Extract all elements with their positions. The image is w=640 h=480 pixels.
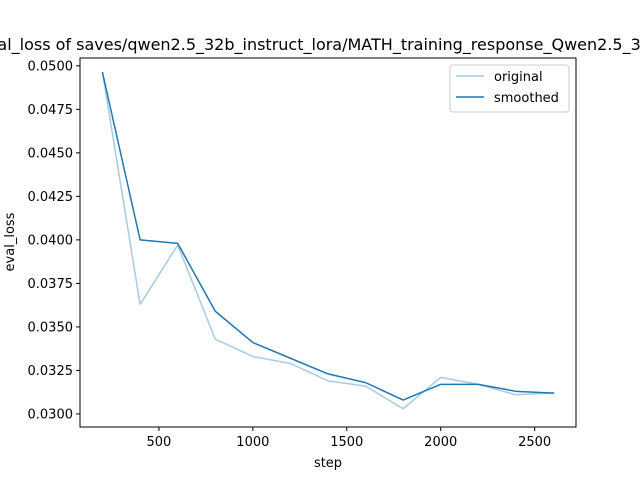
series-line-smoothed	[101, 71, 555, 401]
x-axis: 500 1000 1500 2000 2500	[146, 427, 551, 450]
y-tick-label: 0.0375	[28, 277, 74, 292]
series-lines	[101, 71, 555, 410]
legend-label-smoothed: smoothed	[494, 91, 559, 106]
y-tick-label: 0.0325	[28, 364, 74, 379]
x-tick-label: 2500	[518, 435, 551, 450]
y-tick-label: 0.0500	[28, 59, 74, 74]
legend: original smoothed	[449, 64, 570, 113]
x-tick-label: 500	[146, 435, 171, 450]
y-tick-label: 0.0300	[28, 407, 74, 422]
y-tick-label: 0.0450	[28, 146, 74, 161]
y-tick-label: 0.0475	[28, 103, 74, 118]
x-tick-label: 1000	[236, 435, 269, 450]
plot-area-frame	[79, 57, 577, 428]
y-axis: 0.0300 0.0325 0.0350 0.0375 0.0400 0.0425 0.04…	[28, 59, 80, 422]
y-tick-label: 0.0350	[28, 320, 74, 335]
y-axis-label: eval_loss	[3, 212, 18, 271]
y-tick-label: 0.0425	[28, 190, 74, 205]
legend-label-original: original	[494, 70, 543, 85]
y-tick-label: 0.0400	[28, 233, 74, 248]
x-tick-label: 1500	[330, 435, 363, 450]
x-tick-label: 2000	[424, 435, 457, 450]
chart-title: eval_loss of saves/qwen2.5_32b_instruct_…	[0, 35, 640, 55]
x-axis-label: step	[314, 456, 342, 471]
